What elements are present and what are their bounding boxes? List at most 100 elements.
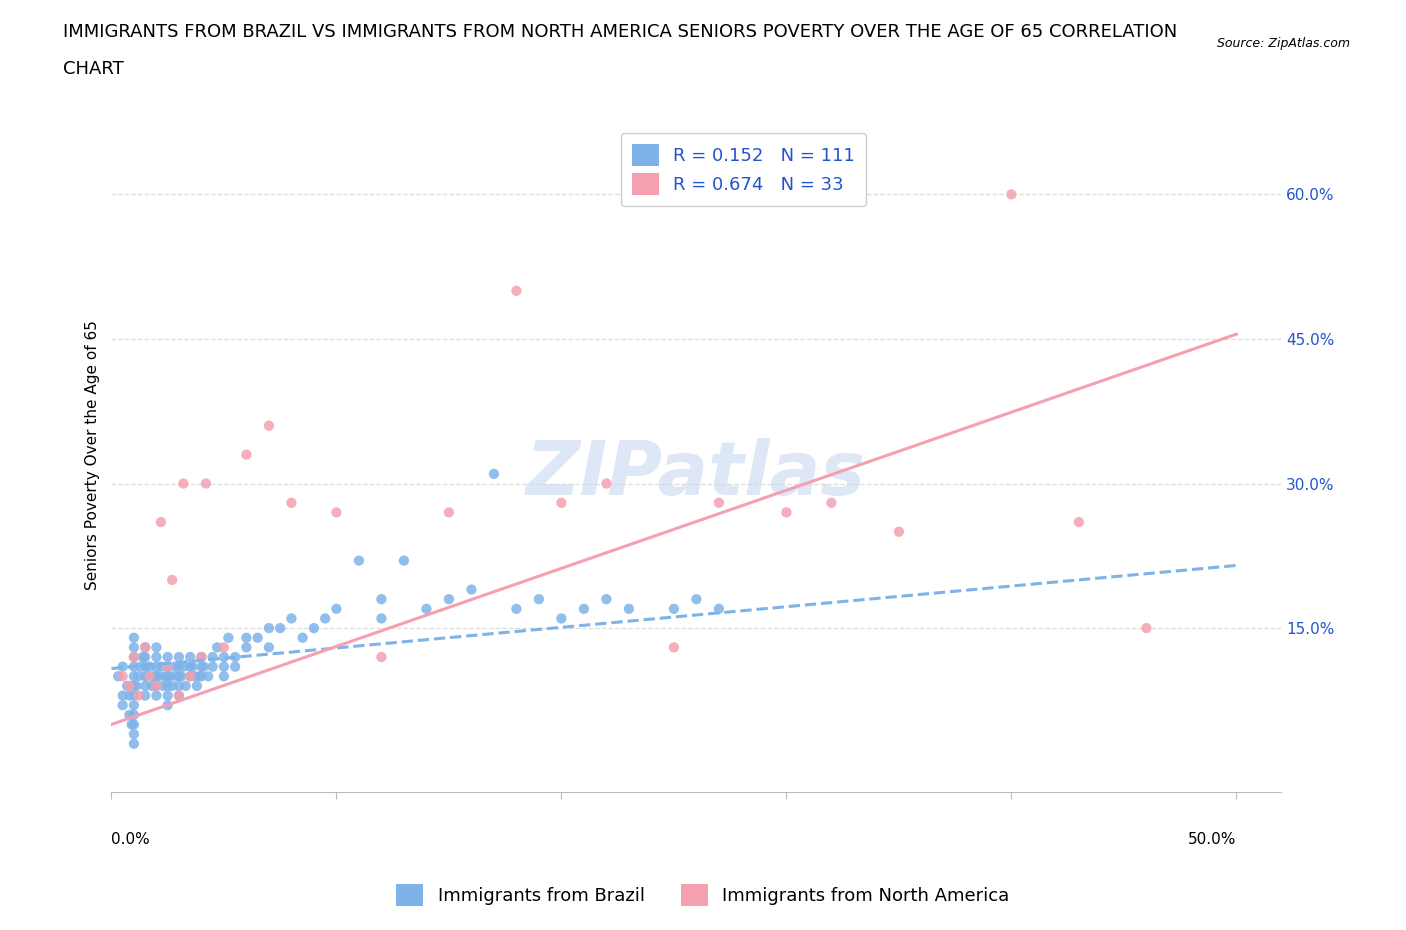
Point [190,649,212,664]
Text: IMMIGRANTS FROM BRAZIL VS IMMIGRANTS FROM NORTH AMERICA SENIORS POVERTY OVER THE: IMMIGRANTS FROM BRAZIL VS IMMIGRANTS FRO… [63,23,1177,41]
Point [212,640,235,655]
Point [138,669,160,684]
Point [145,669,167,684]
Point [190,669,212,684]
Point [149,514,172,529]
Point [156,698,179,712]
Point [134,640,156,655]
Point [122,631,145,645]
Point [111,669,134,684]
Point [181,659,204,674]
Point [820,496,842,511]
Point [392,553,415,568]
Point [302,620,325,635]
Point [224,659,246,674]
Point [127,688,149,703]
Point [167,659,190,674]
Point [212,659,235,674]
Point [707,602,730,617]
Point [707,496,730,511]
Point [325,602,347,617]
Point [246,631,269,645]
Point [179,669,201,684]
Point [314,611,336,626]
Point [134,688,156,703]
Point [572,602,595,617]
Point [122,640,145,655]
Point [201,659,224,674]
Point [437,591,460,606]
Point [186,679,208,694]
Point [118,688,141,703]
Point [125,679,148,694]
Point [1135,620,1157,635]
Point [775,505,797,520]
Point [156,669,179,684]
Point [122,679,145,694]
Point [167,688,190,703]
Point [217,631,239,645]
Point [167,649,190,664]
Point [152,679,174,694]
Point [134,640,156,655]
Point [156,688,179,703]
Point [156,659,179,674]
Point [370,591,392,606]
Point [145,640,167,655]
Point [201,649,224,664]
Point [235,640,257,655]
Point [347,553,370,568]
Point [111,698,134,712]
Point [887,525,910,539]
Point [167,679,190,694]
Point [235,447,257,462]
Point [111,688,134,703]
Point [550,611,572,626]
Point [527,591,550,606]
Point [291,631,314,645]
Point [122,726,145,741]
Point [163,659,186,674]
Text: CHART: CHART [63,60,124,78]
Point [115,679,138,694]
Point [172,476,194,491]
Point [118,679,141,694]
Point [122,737,145,751]
Point [188,669,211,684]
Point [1000,187,1022,202]
Point [145,688,167,703]
Point [595,476,617,491]
Point [122,669,145,684]
Point [145,679,167,694]
Point [134,649,156,664]
Point [224,649,246,664]
Point [662,602,685,617]
Text: 50.0%: 50.0% [1188,832,1236,847]
Text: ZIPatlas: ZIPatlas [526,438,866,512]
Point [159,669,181,684]
Point [325,505,347,520]
Point [132,649,155,664]
Point [460,582,482,597]
Point [235,631,257,645]
Point [179,649,201,664]
Point [134,679,156,694]
Point [122,708,145,723]
Point [193,659,215,674]
Point [122,649,145,664]
Point [148,669,170,684]
Point [212,669,235,684]
Point [122,659,145,674]
Point [179,669,201,684]
Point [122,717,145,732]
Point [167,669,190,684]
Point [415,602,437,617]
Point [118,708,141,723]
Point [143,669,166,684]
Point [370,649,392,664]
Point [121,717,143,732]
Point [170,669,193,684]
Point [127,669,149,684]
Point [257,418,280,433]
Point [370,611,392,626]
